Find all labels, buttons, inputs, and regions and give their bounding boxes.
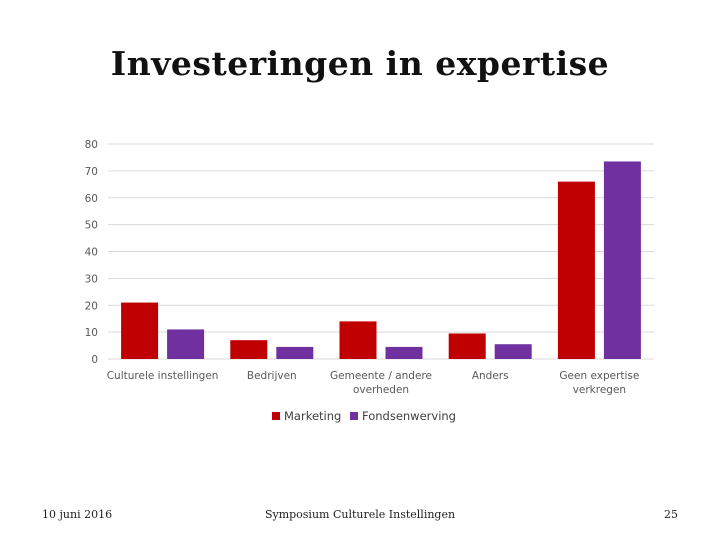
slide-title: Investeringen in expertise xyxy=(110,44,610,83)
y-tick-label: 20 xyxy=(85,300,98,312)
page-number: 25 xyxy=(664,508,678,521)
footer-title: Symposium Culturele Instellingen xyxy=(264,508,456,521)
bar-marketing xyxy=(121,302,159,359)
x-tick-label: Bedrijven xyxy=(247,370,297,382)
legend-label: Marketing xyxy=(284,409,341,423)
bar-fondsenwerving xyxy=(494,344,532,359)
legend-label: Fondsenwerving xyxy=(362,409,456,423)
footer-date: 10 juni 2016 xyxy=(42,508,113,521)
bar-marketing xyxy=(448,333,486,359)
y-tick-label: 30 xyxy=(85,273,98,285)
bar-fondsenwerving xyxy=(385,346,423,359)
y-tick-label: 80 xyxy=(85,139,98,151)
x-tick-label: Anders xyxy=(472,370,509,382)
y-tick-label: 70 xyxy=(85,166,98,178)
y-tick-label: 40 xyxy=(85,247,98,259)
legend-swatch-fondsenwerving xyxy=(350,412,358,420)
y-tick-label: 50 xyxy=(85,220,98,232)
bar-fondsenwerving xyxy=(276,346,314,359)
legend-swatch-marketing xyxy=(272,412,280,420)
x-tick-label: overheden xyxy=(353,384,409,396)
y-tick-label: 10 xyxy=(85,327,98,339)
x-tick-label: Culturele instellingen xyxy=(107,370,219,382)
y-tick-label: 60 xyxy=(85,193,98,205)
bar-marketing xyxy=(339,321,377,359)
x-tick-label: verkregen xyxy=(573,384,626,396)
y-tick-label: 0 xyxy=(91,354,98,366)
bar-fondsenwerving xyxy=(167,329,205,359)
x-tick-label: Geen expertise xyxy=(559,370,639,382)
x-tick-label: Gemeente / andere xyxy=(330,370,432,382)
bar-marketing xyxy=(230,340,268,359)
bar-fondsenwerving xyxy=(603,161,641,359)
bar-marketing xyxy=(557,181,595,359)
